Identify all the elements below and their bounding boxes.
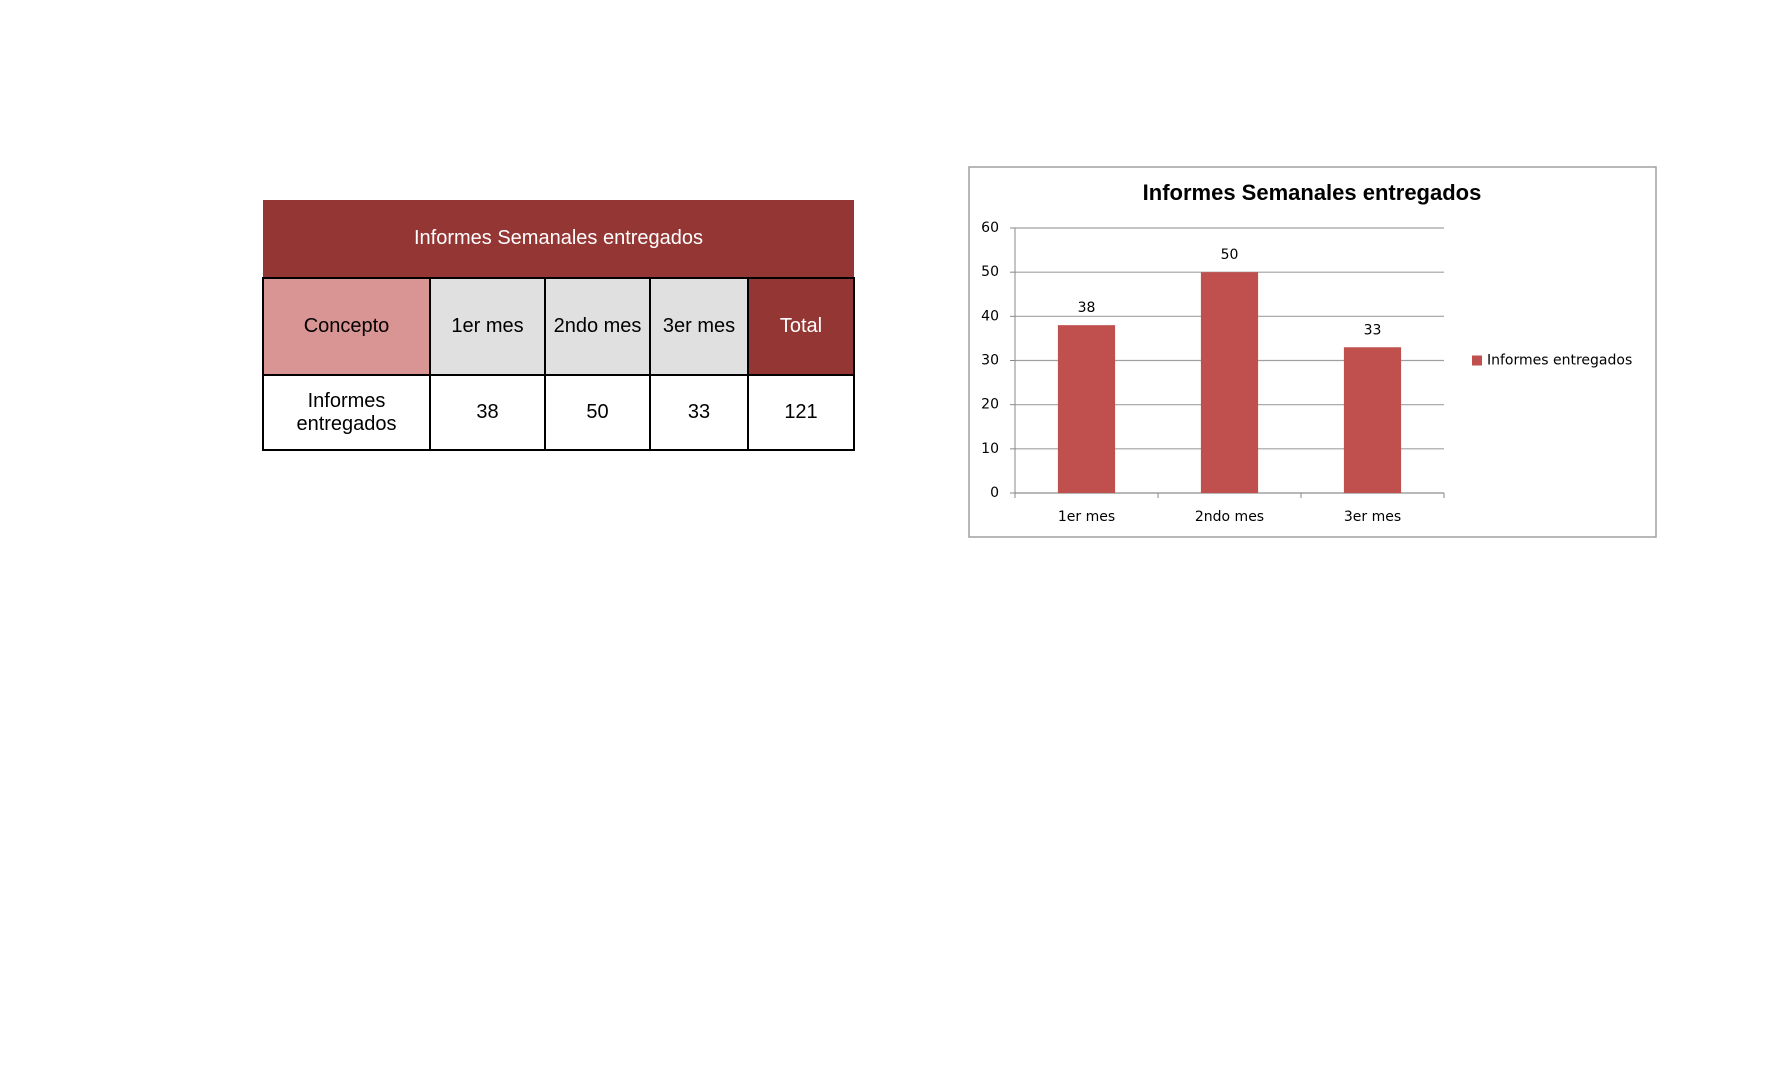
header-cell: Total <box>747 277 855 376</box>
header-cell: 3er mes <box>649 277 749 376</box>
header-cell: Concepto <box>262 277 431 376</box>
y-tick-label: 0 <box>990 485 999 501</box>
table-title: Informes Semanales entregados <box>263 200 854 278</box>
header-cell: 1er mes <box>429 277 546 376</box>
data-table: Informes Semanales entregados Concepto 1… <box>262 200 855 451</box>
y-tick-label: 10 <box>981 441 999 457</box>
y-tick-label: 30 <box>981 353 999 369</box>
cell: 50 <box>544 374 651 451</box>
cell: 121 <box>747 374 855 451</box>
legend-label: Informes entregados <box>1487 353 1632 369</box>
x-tick-label: 2ndo mes <box>1195 509 1264 525</box>
cell: 38 <box>429 374 546 451</box>
y-tick-label: 40 <box>981 308 999 324</box>
data-label: 33 <box>1364 322 1382 338</box>
legend-swatch <box>1472 355 1482 366</box>
cell: Informes entregados <box>262 374 431 451</box>
cell: 33 <box>649 374 749 451</box>
data-label: 38 <box>1078 300 1096 316</box>
data-label: 50 <box>1221 247 1239 263</box>
x-tick-label: 3er mes <box>1344 509 1401 525</box>
bar <box>1200 272 1259 493</box>
y-tick-label: 60 <box>981 220 999 236</box>
header-cell: 2ndo mes <box>544 277 651 376</box>
bar <box>1057 325 1116 493</box>
y-tick-label: 50 <box>981 264 999 280</box>
bar <box>1343 347 1402 493</box>
y-tick-label: 20 <box>981 397 999 413</box>
x-tick-label: 1er mes <box>1058 509 1115 525</box>
chart-title: Informes Semanales entregados <box>1143 180 1482 205</box>
